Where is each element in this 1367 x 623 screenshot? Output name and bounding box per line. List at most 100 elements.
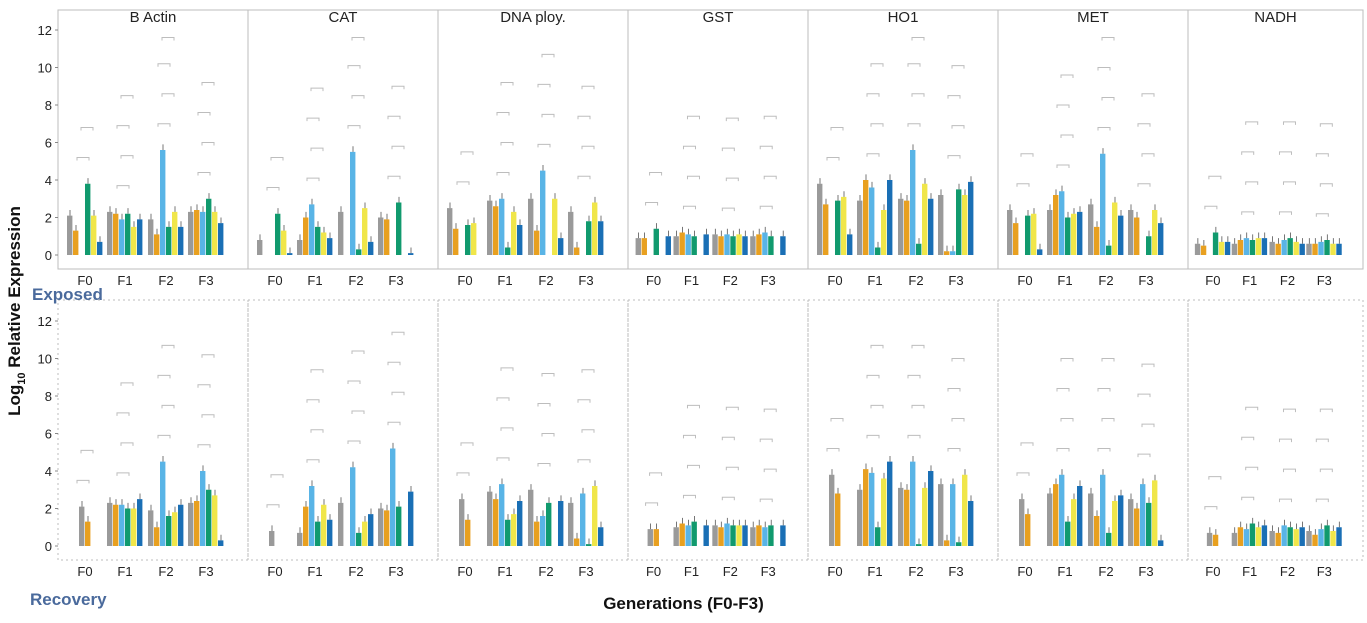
bar-0-exposed-F1-4	[131, 226, 137, 255]
bar-3-exposed-F0-5	[665, 236, 671, 255]
sig-bracket-3-exposed-F1-3	[686, 115, 700, 120]
sig-bracket-1-recovery-F3-2	[387, 361, 401, 366]
sig-bracket-6-exposed-F3-3	[1319, 123, 1333, 127]
sig-bracket-2-exposed-F3-0	[577, 175, 591, 180]
sig-bracket-5-recovery-F2-0	[1097, 448, 1111, 452]
x-tick-label-3-recovery-F2: F2	[723, 564, 738, 579]
x-tick-label-3-recovery-F0: F0	[646, 564, 661, 579]
sig-bracket-2-exposed-F3-2	[577, 115, 591, 120]
sig-bracket-5-recovery-F3-0	[1137, 453, 1151, 458]
sig-bracket-1-recovery-F1-3	[310, 369, 324, 373]
bar-2-recovery-F0-1	[465, 519, 471, 546]
bar-1-exposed-F3-5	[408, 253, 414, 255]
bar-1-exposed-F1-5	[327, 238, 333, 255]
sig-bracket-2-recovery-F2-3	[541, 373, 555, 377]
bar-6-recovery-F1-1	[1237, 527, 1244, 546]
bar-1-exposed-F2-2	[350, 151, 356, 255]
bar-2-exposed-F3-5	[598, 221, 604, 255]
bar-6-exposed-F1-1	[1237, 240, 1244, 255]
bar-4-exposed-F2-2	[910, 150, 916, 255]
x-tick-label-5-exposed-F3: F3	[1138, 273, 1153, 288]
bar-0-exposed-F2-2	[160, 150, 166, 255]
sig-bracket-5-exposed-F1-0	[1056, 164, 1070, 168]
bar-1-recovery-F2-3	[356, 532, 362, 546]
sig-bracket-1-recovery-F1-2	[306, 399, 320, 403]
sig-bracket-3-recovery-F0-0	[645, 502, 659, 506]
bar-1-recovery-F1-5	[327, 519, 333, 546]
bar-0-recovery-F1-5	[137, 499, 143, 546]
bar-4-recovery-F3-3	[956, 542, 962, 546]
bar-0-exposed-F2-1	[154, 234, 160, 255]
bar-6-exposed-F1-0	[1231, 243, 1238, 255]
sig-bracket-0-exposed-F3-2	[197, 112, 211, 116]
sig-bracket-3-recovery-F1-1	[686, 464, 700, 469]
y-axis-title-subscript: 10	[16, 372, 28, 384]
x-tick-label-0-recovery-F1: F1	[117, 564, 132, 579]
bar-6-recovery-F2-2	[1281, 525, 1287, 546]
bar-0-exposed-F3-1	[194, 210, 200, 255]
sig-bracket-5-recovery-F1-0	[1056, 448, 1070, 452]
sig-bracket-1-exposed-F2-2	[347, 65, 361, 69]
sig-bracket-6-recovery-F2-0	[1278, 498, 1292, 503]
bar-3-recovery-F1-2	[685, 525, 691, 546]
bar-4-exposed-F2-1	[904, 200, 910, 255]
sig-bracket-3-exposed-F3-2	[759, 145, 773, 150]
panel-frame-3-recovery	[627, 299, 809, 561]
panel-title-4: HO1	[888, 9, 919, 26]
bar-4-exposed-F2-3	[916, 243, 922, 255]
sig-bracket-4-recovery-F3-3	[951, 358, 965, 362]
bar-3-exposed-F1-1	[679, 232, 685, 255]
sig-bracket-0-recovery-F2-0	[157, 434, 171, 439]
bar-3-recovery-F2-5	[742, 525, 748, 546]
bar-4-exposed-F1-1	[863, 180, 869, 255]
bar-6-exposed-F2-5	[1299, 243, 1305, 255]
sig-bracket-5-exposed-F3-3	[1141, 93, 1155, 97]
y-tick-label-recovery-2: 2	[45, 502, 52, 517]
panel-title-0: B Actin	[130, 9, 177, 26]
sig-bracket-4-recovery-F2-0	[907, 434, 921, 439]
bar-5-exposed-F2-0	[1088, 204, 1094, 255]
sig-bracket-3-exposed-F3-3	[763, 115, 777, 120]
sig-bracket-2-recovery-F1-3	[500, 367, 514, 371]
sig-bracket-0-exposed-F3-1	[201, 142, 215, 146]
bar-0-recovery-F1-3	[125, 508, 131, 546]
bar-4-exposed-F0-3	[835, 200, 841, 255]
bar-3-exposed-F1-0	[673, 236, 679, 255]
sig-bracket-0-exposed-F1-3	[120, 95, 134, 99]
bar-3-exposed-F0-1	[641, 238, 647, 255]
bar-6-recovery-F3-1	[1312, 534, 1318, 546]
sig-bracket-0-exposed-F3-0	[197, 172, 211, 176]
sig-bracket-1-exposed-F0-1	[270, 157, 284, 161]
bar-1-exposed-F0-5	[287, 253, 293, 255]
bar-5-recovery-F1-0	[1047, 493, 1053, 546]
x-tick-label-0-exposed-F0: F0	[77, 273, 92, 288]
sig-bracket-2-exposed-F3-3	[581, 85, 595, 90]
bar-4-exposed-F3-0	[938, 195, 944, 255]
bar-5-recovery-F1-4	[1071, 499, 1077, 546]
sig-bracket-4-recovery-F0-1	[830, 418, 844, 422]
sig-bracket-0-recovery-F3-3	[201, 354, 215, 358]
x-tick-label-1-exposed-F3: F3	[388, 273, 403, 288]
bar-6-exposed-F0-0	[1194, 243, 1201, 255]
y-axis-title: Log10 Relative Expression	[5, 206, 28, 416]
bar-2-exposed-F2-4	[552, 198, 558, 255]
bar-4-recovery-F3-5	[968, 501, 974, 546]
bar-0-recovery-F1-1	[113, 504, 119, 546]
x-axis-title: Generations (F0-F3)	[603, 594, 764, 613]
bar-0-recovery-F0-0	[79, 506, 85, 546]
sig-bracket-3-recovery-F3-1	[763, 468, 777, 473]
sig-bracket-0-exposed-F1-0	[116, 185, 130, 189]
sig-bracket-0-recovery-F2-3	[161, 344, 175, 349]
bar-2-exposed-F1-5	[517, 225, 523, 255]
y-tick-label-recovery-8: 8	[45, 389, 52, 404]
bar-5-recovery-F2-0	[1088, 493, 1094, 546]
bar-3-exposed-F1-3	[691, 236, 697, 255]
bar-6-recovery-F1-3	[1249, 523, 1256, 546]
bar-0-exposed-F3-2	[200, 211, 206, 255]
sig-bracket-1-exposed-F1-1	[310, 147, 324, 152]
sig-bracket-6-exposed-F3-2	[1315, 153, 1329, 157]
x-tick-label-1-recovery-F1: F1	[307, 564, 322, 579]
sig-bracket-6-recovery-F0-1	[1208, 476, 1222, 480]
y-tick-label-recovery-6: 6	[45, 427, 52, 442]
bar-2-recovery-F3-3	[586, 544, 592, 546]
